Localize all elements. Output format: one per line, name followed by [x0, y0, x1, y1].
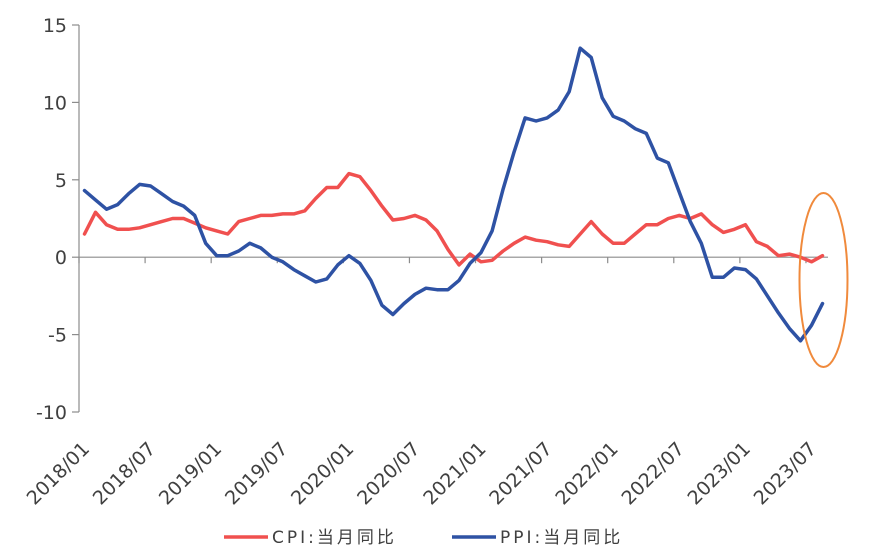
y-tick-label: 0 [55, 247, 67, 269]
y-tick-label: 10 [43, 92, 67, 114]
series-line-cpi [82, 171, 825, 267]
y-tick-label: -5 [48, 325, 67, 347]
y-axis: -10 -5 0 5 10 15 [36, 15, 80, 424]
x-tick-label: 2021/01 [419, 438, 490, 509]
annotation-ellipse [798, 192, 849, 368]
x-tick-label: 2020/07 [353, 438, 424, 509]
x-tick-label: 2023/01 [684, 438, 755, 509]
x-tick-label: 2021/07 [485, 438, 556, 509]
legend-label-ppi: PPI:当月同比 [500, 528, 623, 548]
annotation-layer [798, 192, 849, 368]
y-tick-label: -10 [36, 402, 67, 424]
x-tick-label: 2023/07 [750, 438, 821, 509]
x-tick-label: 2022/07 [617, 438, 688, 509]
x-tick-label: 2022/01 [551, 438, 622, 509]
series-line-ppi [82, 46, 825, 343]
y-tick-label: 5 [55, 170, 67, 192]
legend-label-cpi: CPI:当月同比 [272, 528, 397, 548]
x-tick-label: 2018/07 [89, 438, 160, 509]
x-tick-label: 2018/01 [23, 438, 94, 509]
legend: CPI:当月同比 PPI:当月同比 [224, 528, 623, 548]
x-tick-label: 2020/01 [287, 438, 358, 509]
series-layer [82, 46, 825, 343]
y-tick-label: 15 [43, 15, 67, 37]
x-tick-label: 2019/01 [155, 438, 226, 509]
x-tick-label: 2019/07 [221, 438, 292, 509]
x-axis: 2018/012018/072019/012019/072020/012020/… [23, 256, 828, 509]
